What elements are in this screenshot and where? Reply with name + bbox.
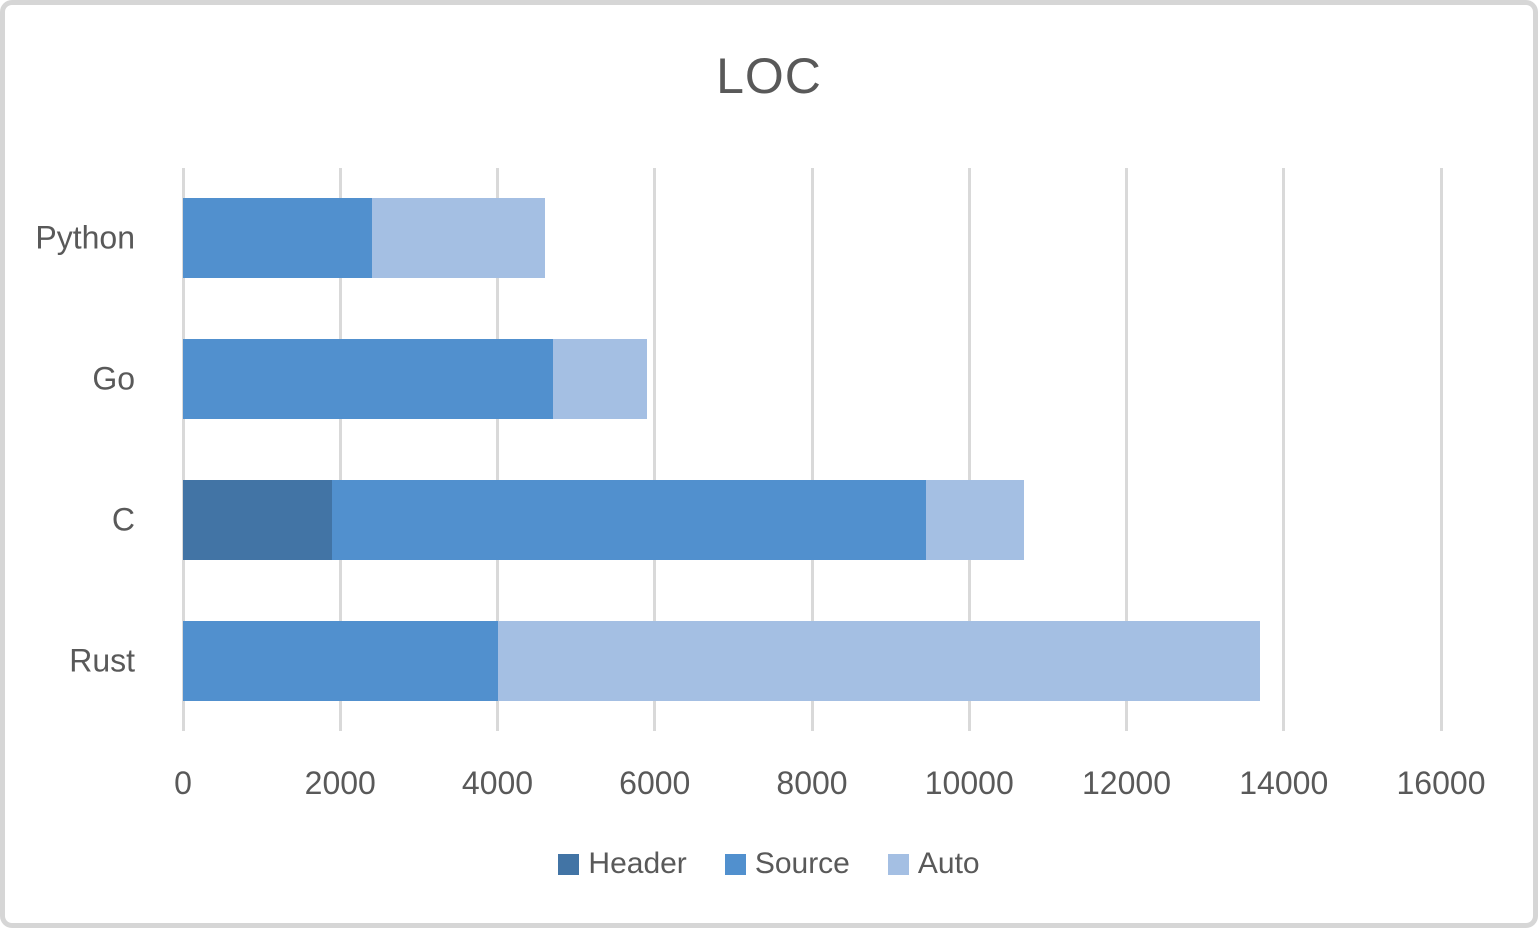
y-axis-category-label: Python [35,219,135,256]
plot-area: 0 2000 4000 6000 8000 10000 12000 14000 16000 Pyt… [5,5,1533,923]
y-axis-category-label: C [111,501,135,538]
gridline [653,168,657,731]
gridline [1439,168,1443,731]
y-axis-category-label: Go [92,360,135,397]
bar-segment-source-c [332,479,926,560]
bar-segment-auto-python [371,198,545,279]
legend-item-source: Source [724,847,850,881]
legend-item-auto: Auto [887,847,980,881]
legend-swatch-header-icon [558,853,580,875]
legend-label-auto: Auto [917,847,980,880]
gridline [181,168,185,731]
x-axis-tick-label: 14000 [1239,765,1329,801]
bar-segment-header-c [183,479,333,560]
legend-swatch-auto-icon [887,853,909,875]
legend-swatch-source-icon [724,853,746,875]
gridline [1282,168,1286,731]
bar-segment-auto-c [926,479,1025,560]
x-axis-tick-label: 12000 [1082,765,1171,801]
x-axis-tick-label: 2000 [304,765,376,801]
gridline [338,168,342,731]
legend-label-header: Header [588,847,687,880]
y-axis-category-label: Rust [69,642,135,679]
bar-segment-auto-go [552,339,647,420]
bar-segment-source-rust [183,620,498,701]
chart-title: LOC [716,48,822,104]
gridline [967,168,971,731]
gridline [1125,168,1128,731]
gridline [810,168,814,731]
legend-item-header: Header [558,847,687,881]
x-axis-tick-label: 0 [174,765,192,801]
bar-segment-source-go [183,339,553,420]
gridline [496,168,499,731]
legend-label-source: Source [754,847,850,880]
bar-segment-auto-rust [497,620,1261,701]
x-axis-tick-label: 16000 [1396,765,1486,801]
x-axis-tick-label: 4000 [461,765,534,801]
legend: Header Source Auto [5,847,1533,881]
x-axis-tick-label: 10000 [924,765,1014,801]
bar-segment-source-python [183,198,372,279]
x-axis-tick-label: 8000 [776,765,848,801]
x-axis-tick-label: 6000 [619,765,691,801]
